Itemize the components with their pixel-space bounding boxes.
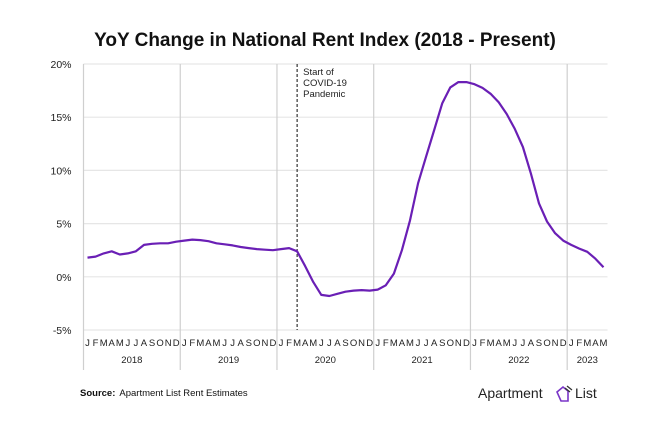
x-tick-month-label: J xyxy=(222,338,227,349)
x-tick-year-label: 2021 xyxy=(412,355,433,366)
x-tick-month-label: J xyxy=(134,338,139,349)
x-tick-month-label: N xyxy=(261,338,268,349)
x-tick-year-label: 2018 xyxy=(121,355,142,366)
x-tick-month-label: A xyxy=(592,338,599,349)
x-tick-month-label: O xyxy=(253,338,260,349)
source-label: Source: xyxy=(80,388,115,399)
x-tick-month-label: S xyxy=(439,338,445,349)
x-tick-month-label: M xyxy=(196,338,204,349)
y-tick-label: 15% xyxy=(50,112,71,124)
x-tick-month-label: J xyxy=(85,338,90,349)
source-note: Source: Apartment List Rent Estimates xyxy=(80,388,248,399)
x-tick-month-label: F xyxy=(286,338,292,349)
x-tick-month-label: D xyxy=(270,338,277,349)
x-tick-month-label: A xyxy=(399,338,406,349)
x-tick-month-label: A xyxy=(302,338,309,349)
x-tick-month-label: J xyxy=(416,338,421,349)
apartment-list-logo: Apartment List xyxy=(478,385,597,401)
x-tick-month-label: S xyxy=(536,338,542,349)
x-tick-month-label: J xyxy=(182,338,187,349)
logo-text-left: Apartment xyxy=(478,385,543,401)
x-tick-month-label: S xyxy=(149,338,155,349)
x-tick-month-label: F xyxy=(189,338,195,349)
logo-text-right: List xyxy=(575,385,597,401)
x-tick-month-label: A xyxy=(141,338,148,349)
x-tick-month-label: M xyxy=(116,338,124,349)
series-line xyxy=(88,82,604,296)
x-tick-month-label: M xyxy=(213,338,221,349)
x-tick-month-label: S xyxy=(246,338,252,349)
x-tick-month-label: M xyxy=(583,338,591,349)
x-tick-month-label: J xyxy=(327,338,332,349)
y-tick-label: -5% xyxy=(53,325,72,337)
x-tick-month-label: M xyxy=(503,338,511,349)
x-tick-month-label: O xyxy=(156,338,163,349)
y-tick-label: 20% xyxy=(50,59,71,71)
x-tick-month-label: M xyxy=(309,338,317,349)
x-tick-month-label: O xyxy=(543,338,550,349)
x-tick-month-label: J xyxy=(319,338,324,349)
annotation-text: COVID-19 xyxy=(303,78,347,89)
x-tick-month-label: A xyxy=(431,338,438,349)
x-tick-month-label: F xyxy=(576,338,582,349)
x-tick-year-label: 2022 xyxy=(508,355,529,366)
x-tick-month-label: M xyxy=(390,338,398,349)
x-tick-month-label: O xyxy=(350,338,357,349)
x-tick-month-label: J xyxy=(125,338,130,349)
x-tick-month-label: J xyxy=(472,338,477,349)
logo-mark-icon xyxy=(557,386,572,401)
x-tick-month-label: N xyxy=(358,338,365,349)
x-tick-month-label: J xyxy=(375,338,380,349)
x-tick-month-label: M xyxy=(406,338,414,349)
x-tick-month-label: F xyxy=(93,338,99,349)
annotation-text: Pandemic xyxy=(303,89,345,100)
x-tick-month-label: N xyxy=(165,338,172,349)
x-tick-month-label: J xyxy=(569,338,574,349)
x-tick-year-label: 2020 xyxy=(315,355,336,366)
y-tick-label: 5% xyxy=(56,219,71,231)
x-tick-year-label: 2019 xyxy=(218,355,239,366)
x-tick-month-label: J xyxy=(512,338,517,349)
x-tick-month-label: J xyxy=(230,338,235,349)
annotation-text: Start of xyxy=(303,67,334,78)
x-tick-year-label: 2023 xyxy=(577,355,598,366)
x-tick-month-label: A xyxy=(109,338,116,349)
x-tick-month-label: A xyxy=(334,338,341,349)
x-tick-month-label: F xyxy=(383,338,389,349)
x-tick-month-label: D xyxy=(366,338,373,349)
x-tick-month-label: N xyxy=(552,338,559,349)
source-text: Apartment List Rent Estimates xyxy=(119,388,248,399)
y-tick-label: 0% xyxy=(56,272,71,284)
x-tick-month-label: D xyxy=(560,338,567,349)
x-tick-month-label: M xyxy=(100,338,108,349)
x-tick-month-label: J xyxy=(424,338,429,349)
x-tick-month-label: M xyxy=(600,338,608,349)
x-tick-month-label: A xyxy=(495,338,502,349)
x-tick-month-label: D xyxy=(463,338,470,349)
chart-title: YoY Change in National Rent Index (2018 … xyxy=(94,30,556,51)
x-tick-month-label: J xyxy=(279,338,284,349)
x-tick-month-label: F xyxy=(480,338,486,349)
x-tick-month-label: O xyxy=(447,338,454,349)
x-tick-month-label: S xyxy=(342,338,348,349)
x-tick-month-label: N xyxy=(455,338,462,349)
x-tick-month-label: M xyxy=(487,338,495,349)
x-tick-month-label: A xyxy=(528,338,535,349)
x-tick-month-label: J xyxy=(520,338,525,349)
y-tick-label: 10% xyxy=(50,165,71,177)
x-tick-month-label: A xyxy=(205,338,212,349)
x-tick-month-label: M xyxy=(293,338,301,349)
x-tick-month-label: D xyxy=(173,338,180,349)
x-tick-month-label: A xyxy=(238,338,245,349)
